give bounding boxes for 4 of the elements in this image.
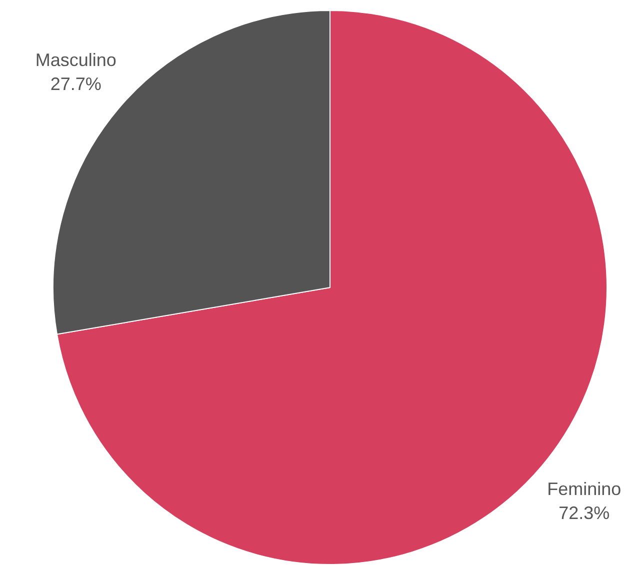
slice-label: Masculino [35, 50, 116, 70]
data-label: 27.7% [50, 74, 102, 94]
data-label: 72.3% [558, 502, 610, 523]
slice-label: Feminino [547, 478, 622, 499]
